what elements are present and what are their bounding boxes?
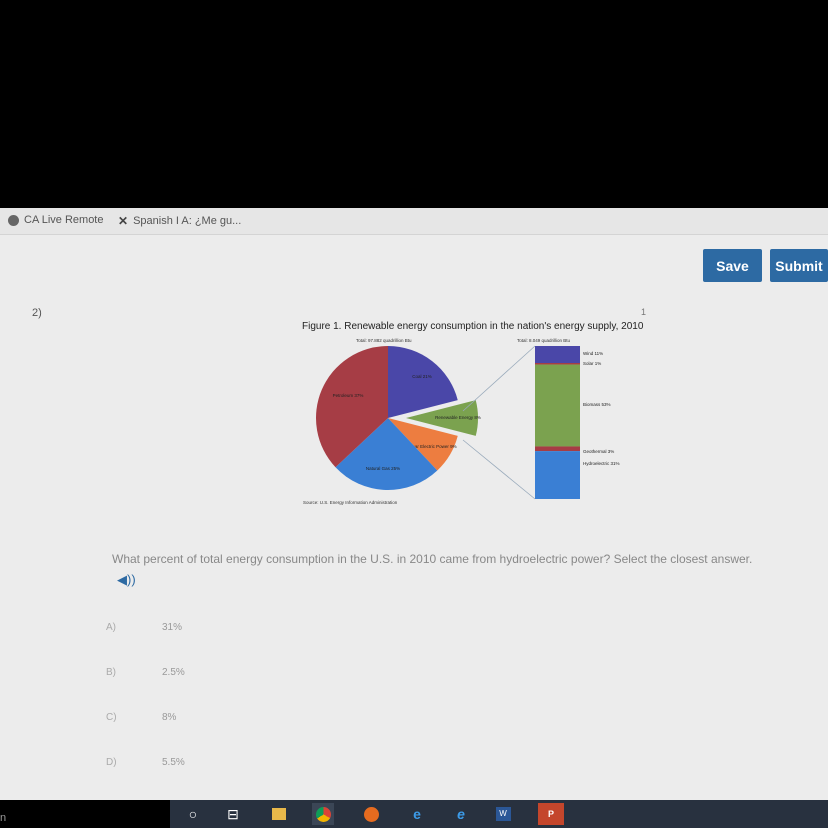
pie-chart: Coal 21% Renewable Energy 8% Nuclear Elect… bbox=[316, 346, 481, 490]
firefox-icon[interactable] bbox=[360, 803, 382, 825]
page-mark: 1 bbox=[641, 307, 647, 317]
pie-slice bbox=[388, 418, 458, 471]
save-button[interactable]: Save bbox=[703, 249, 762, 282]
bookmarks-bar: CA Live Remote ✕ Spanish I A: ¿Me gu... bbox=[0, 208, 828, 235]
bar-segment-label: Hydroelectric 31% bbox=[583, 461, 620, 466]
option-b-text[interactable]: 2.5% bbox=[162, 667, 185, 678]
task-view-icon[interactable]: ⊟ bbox=[227, 805, 239, 822]
bar-segment-label: Wind 11% bbox=[583, 351, 603, 356]
pie-slice-label: Natural Gas 25% bbox=[366, 466, 400, 471]
bar-segment bbox=[535, 363, 580, 365]
bar-segment-label: Solar 1% bbox=[583, 361, 601, 366]
chrome-icon[interactable] bbox=[312, 803, 334, 825]
bar-segment bbox=[535, 451, 580, 499]
figure-chart: Coal 21% Renewable Energy 8% Nuclear Elect… bbox=[316, 345, 620, 500]
pie-slice-label: Petroleum 37% bbox=[333, 393, 364, 398]
pie-total: Total: 97.882 quadrillion Btu bbox=[356, 338, 412, 343]
bar-segment bbox=[535, 364, 580, 447]
stacked-bar-chart bbox=[535, 346, 580, 499]
speaker-icon[interactable]: ◀)) bbox=[117, 572, 136, 587]
bar-segment-label: Geothermal 3% bbox=[583, 449, 614, 454]
edge-icon[interactable]: e bbox=[413, 806, 421, 822]
pie-slice bbox=[316, 346, 388, 468]
pie-slice bbox=[335, 418, 438, 490]
question-number: 2) bbox=[32, 307, 42, 319]
search-icon[interactable]: ○ bbox=[188, 806, 198, 822]
option-d-letter[interactable]: D) bbox=[106, 757, 117, 768]
pie-slice bbox=[406, 400, 479, 436]
bookmark-label: Spanish I A: ¿Me gu... bbox=[133, 215, 242, 227]
pie-slice-label: Renewable Energy 8% bbox=[435, 415, 481, 420]
submit-button[interactable]: Submit bbox=[770, 249, 828, 282]
option-a-letter[interactable]: A) bbox=[106, 622, 116, 633]
word-icon[interactable]: W bbox=[492, 803, 514, 825]
connector-top bbox=[462, 345, 536, 412]
option-b-letter[interactable]: B) bbox=[106, 667, 116, 678]
browser-screen: CA Live Remote ✕ Spanish I A: ¿Me gu... … bbox=[0, 208, 828, 800]
connector-bottom bbox=[462, 439, 536, 500]
figure-source: Source: U.S. Energy Information Administ… bbox=[303, 500, 398, 505]
powerpoint-icon[interactable]: P bbox=[538, 803, 564, 825]
option-c-letter[interactable]: C) bbox=[106, 712, 117, 723]
bar-segment bbox=[535, 446, 580, 452]
bar-segment-label: Biomass 53% bbox=[583, 402, 611, 407]
option-d-text[interactable]: 5.5% bbox=[162, 757, 185, 768]
figure-title: Figure 1. Renewable energy consumption i… bbox=[302, 321, 644, 332]
ca-live-icon bbox=[8, 214, 19, 226]
taskbar: ○ ⊟ e e W P bbox=[170, 800, 828, 828]
left-edge-glyph: n bbox=[0, 812, 7, 824]
internet-explorer-icon[interactable]: e bbox=[457, 806, 465, 822]
option-c-text[interactable]: 8% bbox=[162, 712, 177, 723]
bar-total: Total: 8.049 quadrillion Btu bbox=[517, 338, 571, 343]
x-logo-icon: ✕ bbox=[118, 214, 129, 228]
file-explorer-icon[interactable] bbox=[268, 803, 290, 825]
bar-segment bbox=[535, 346, 580, 363]
bookmark-ca-live-remote[interactable]: CA Live Remote bbox=[8, 214, 103, 226]
question-text: What percent of total energy consumption… bbox=[112, 552, 753, 566]
option-a-text[interactable]: 31% bbox=[162, 622, 183, 633]
pie-slice bbox=[388, 346, 458, 418]
pie-slice-label: Coal 21% bbox=[412, 374, 432, 379]
bookmark-spanish[interactable]: ✕ Spanish I A: ¿Me gu... bbox=[118, 214, 241, 228]
bookmark-label: CA Live Remote bbox=[24, 214, 104, 226]
pie-slice-label: Nuclear Electric Power 9% bbox=[403, 444, 456, 449]
